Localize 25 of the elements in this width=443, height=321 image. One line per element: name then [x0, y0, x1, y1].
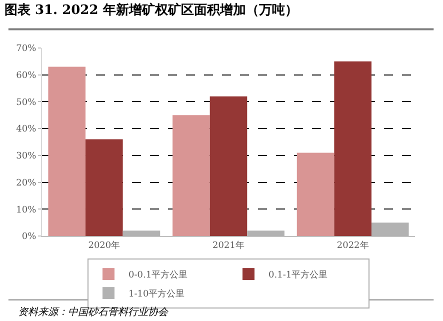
- y-tick-label: 30%: [16, 152, 37, 162]
- bar: [122, 230, 160, 236]
- legend-label: 0-0.1平方公里: [128, 270, 188, 281]
- x-tick-label: 2020年: [88, 240, 120, 251]
- y-tick-label: 60%: [16, 71, 37, 82]
- bar: [48, 66, 86, 236]
- x-tick-label: 2022年: [336, 240, 369, 251]
- bar: [247, 230, 284, 236]
- y-tick-label: 0%: [22, 232, 37, 242]
- bar: [172, 115, 210, 236]
- bar: [334, 61, 372, 236]
- bar: [296, 152, 334, 236]
- y-tick-label: 10%: [16, 205, 37, 216]
- y-tick-label: 70%: [16, 44, 37, 54]
- legend-label: 0.1-1平方公里: [268, 270, 328, 281]
- y-tick-label: 40%: [16, 124, 37, 135]
- chart-title: 图表 31. 2022 年新增矿权矿区面积增加（万吨）: [4, 2, 298, 18]
- bar: [371, 222, 409, 236]
- bar: [210, 96, 248, 236]
- y-tick-label: 20%: [16, 178, 37, 188]
- legend-label: 1-10平方公里: [128, 288, 185, 300]
- text: 资料来源：中国砂石骨料行业协会: [18, 306, 169, 318]
- y-tick-label: 50%: [16, 98, 37, 108]
- x-tick-label: 2021年: [212, 240, 244, 251]
- bar: [86, 139, 123, 236]
